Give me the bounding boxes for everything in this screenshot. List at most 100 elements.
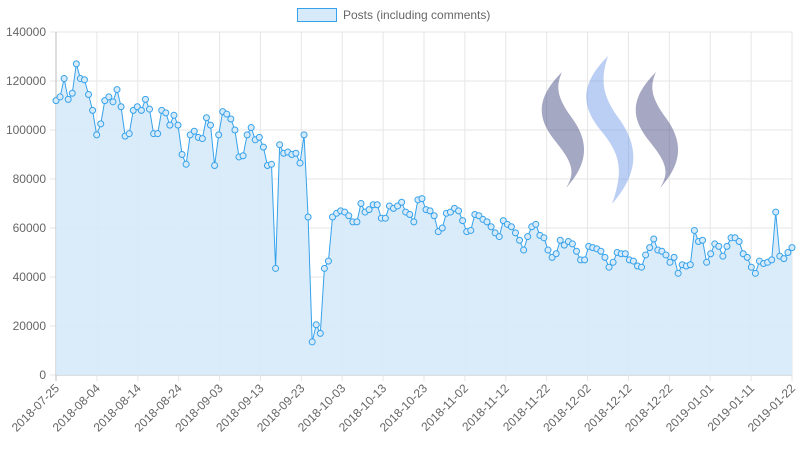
data-point[interactable] bbox=[324, 257, 332, 265]
data-point[interactable] bbox=[674, 269, 682, 277]
legend[interactable]: Posts (including comments) bbox=[297, 8, 491, 22]
data-point[interactable] bbox=[320, 264, 328, 272]
data-point[interactable] bbox=[198, 135, 206, 143]
data-point[interactable] bbox=[751, 269, 759, 277]
data-point[interactable] bbox=[117, 103, 125, 111]
data-point[interactable] bbox=[316, 329, 324, 337]
data-point[interactable] bbox=[105, 93, 113, 101]
data-point[interactable] bbox=[487, 223, 495, 231]
data-point[interactable] bbox=[768, 256, 776, 264]
data-point[interactable] bbox=[638, 263, 646, 271]
data-point[interactable] bbox=[438, 224, 446, 232]
data-point[interactable] bbox=[483, 218, 491, 226]
data-point[interactable] bbox=[467, 226, 475, 234]
data-point[interactable] bbox=[532, 220, 540, 228]
data-point[interactable] bbox=[398, 198, 406, 206]
data-point[interactable] bbox=[507, 223, 515, 231]
data-point[interactable] bbox=[642, 251, 650, 259]
data-point[interactable] bbox=[259, 143, 267, 151]
data-point[interactable] bbox=[296, 159, 304, 167]
data-point[interactable] bbox=[272, 264, 280, 272]
data-point[interactable] bbox=[544, 246, 552, 254]
data-point[interactable] bbox=[784, 249, 792, 256]
data-point[interactable] bbox=[109, 98, 117, 106]
data-point[interactable] bbox=[178, 151, 186, 158]
data-point[interactable] bbox=[406, 211, 414, 219]
data-point[interactable] bbox=[166, 121, 174, 129]
data-point[interactable] bbox=[552, 250, 560, 258]
data-point[interactable] bbox=[735, 237, 743, 245]
data-point[interactable] bbox=[64, 95, 72, 103]
data-point[interactable] bbox=[239, 152, 247, 160]
data-point[interactable] bbox=[650, 235, 658, 243]
data-point[interactable] bbox=[146, 105, 154, 113]
data-point[interactable] bbox=[68, 89, 76, 97]
data-point[interactable] bbox=[715, 242, 723, 250]
data-point[interactable] bbox=[511, 229, 519, 237]
data-point[interactable] bbox=[426, 207, 434, 215]
data-point[interactable] bbox=[154, 130, 162, 138]
data-point[interactable] bbox=[597, 247, 605, 255]
data-point[interactable] bbox=[89, 106, 97, 114]
data-point[interactable] bbox=[601, 253, 609, 261]
data-point[interactable] bbox=[243, 131, 251, 139]
data-point[interactable] bbox=[60, 75, 68, 83]
data-point[interactable] bbox=[495, 233, 503, 241]
data-point[interactable] bbox=[540, 234, 548, 242]
data-point[interactable] bbox=[662, 251, 670, 259]
data-point[interactable] bbox=[666, 258, 674, 266]
data-point[interactable] bbox=[56, 93, 64, 101]
data-point[interactable] bbox=[699, 236, 707, 244]
data-point[interactable] bbox=[113, 86, 121, 94]
data-point[interactable] bbox=[247, 124, 255, 132]
data-point[interactable] bbox=[418, 195, 426, 203]
data-point[interactable] bbox=[609, 258, 617, 266]
data-point[interactable] bbox=[572, 247, 580, 255]
data-point[interactable] bbox=[670, 253, 678, 261]
data-point[interactable] bbox=[170, 111, 178, 119]
data-point[interactable] bbox=[516, 236, 524, 244]
data-point[interactable] bbox=[780, 255, 788, 263]
data-point[interactable] bbox=[308, 338, 316, 346]
data-point[interactable] bbox=[743, 253, 751, 261]
data-point[interactable] bbox=[410, 218, 418, 226]
data-point[interactable] bbox=[788, 244, 796, 252]
data-point[interactable] bbox=[353, 218, 361, 226]
data-point[interactable] bbox=[455, 207, 463, 215]
data-point[interactable] bbox=[520, 246, 528, 254]
data-point[interactable] bbox=[72, 60, 80, 68]
data-point[interactable] bbox=[182, 160, 190, 168]
data-point[interactable] bbox=[223, 110, 231, 118]
data-point[interactable] bbox=[703, 258, 711, 266]
data-point[interactable] bbox=[381, 214, 389, 222]
data-point[interactable] bbox=[524, 233, 532, 241]
data-point[interactable] bbox=[292, 149, 300, 157]
legend-swatch[interactable] bbox=[297, 8, 337, 22]
data-point[interactable] bbox=[141, 95, 149, 103]
data-point[interactable] bbox=[227, 115, 235, 123]
data-point[interactable] bbox=[276, 141, 284, 149]
data-point[interactable] bbox=[300, 131, 308, 139]
data-point[interactable] bbox=[345, 212, 353, 220]
data-point[interactable] bbox=[556, 236, 564, 244]
data-point[interactable] bbox=[174, 121, 182, 129]
data-point[interactable] bbox=[80, 76, 88, 84]
data-point[interactable] bbox=[772, 208, 780, 216]
data-point[interactable] bbox=[707, 250, 715, 258]
data-point[interactable] bbox=[207, 121, 215, 129]
legend-label[interactable]: Posts (including comments) bbox=[343, 8, 490, 22]
data-point[interactable] bbox=[459, 217, 467, 225]
data-point[interactable] bbox=[93, 131, 101, 139]
data-point[interactable] bbox=[255, 133, 263, 141]
data-point[interactable] bbox=[723, 242, 731, 250]
data-point[interactable] bbox=[686, 261, 694, 269]
data-point[interactable] bbox=[605, 263, 613, 271]
data-point[interactable] bbox=[357, 200, 365, 207]
data-point[interactable] bbox=[97, 120, 105, 128]
data-point[interactable] bbox=[646, 244, 654, 252]
data-point[interactable] bbox=[747, 263, 755, 271]
data-point[interactable] bbox=[719, 252, 727, 260]
data-point[interactable] bbox=[312, 321, 320, 329]
data-point[interactable] bbox=[430, 212, 438, 220]
data-point[interactable] bbox=[581, 256, 589, 264]
